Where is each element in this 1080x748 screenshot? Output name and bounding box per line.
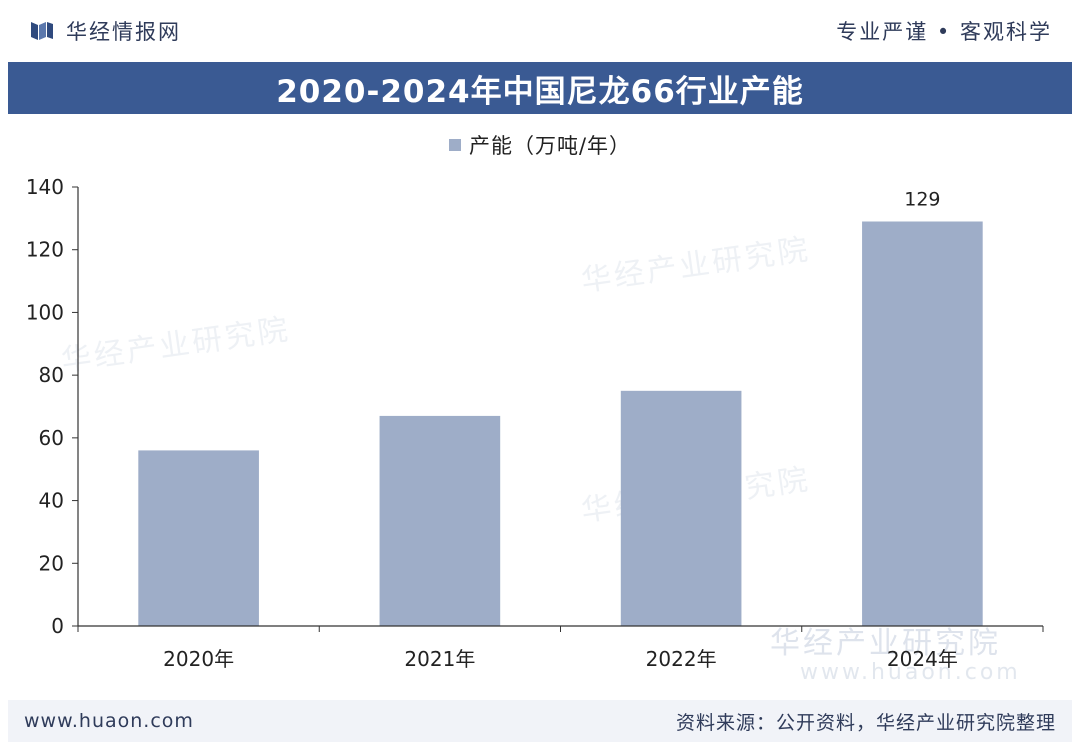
x-tick-label: 2020年 [163, 647, 234, 671]
bar [379, 415, 501, 626]
brand-logo-icon [31, 22, 53, 40]
y-axis: 0 20 40 60 80 100 120 140 [26, 175, 79, 638]
footer-source: 资料来源：公开资料，华经产业研究院整理 [675, 711, 1056, 734]
x-axis: 2020年 2021年 2022年 2024年 [77, 625, 1044, 671]
brand: 华经情报网 [30, 16, 181, 46]
y-tick-label: 60 [39, 426, 64, 450]
bar [138, 450, 259, 626]
y-tick-label: 100 [26, 300, 64, 324]
x-tick-label: 2024年 [887, 647, 958, 671]
bars: 129 [138, 188, 983, 626]
legend-label: 产能（万吨/年） [468, 134, 632, 158]
y-tick-label: 120 [26, 238, 64, 262]
legend: 产能（万吨/年） [0, 130, 1080, 160]
header: 华经情报网 专业严谨 • 客观科学 [0, 0, 1080, 62]
legend-swatch [448, 139, 461, 151]
footer: www.huaon.com 资料来源：公开资料，华经产业研究院整理 [8, 700, 1072, 742]
y-tick-label: 20 [39, 551, 64, 575]
footer-url[interactable]: www.huaon.com [24, 710, 194, 732]
y-tick-label: 0 [51, 614, 64, 638]
slogan: 专业严谨 • 客观科学 [836, 20, 1052, 44]
title-bar: 2020-2024年中国尼龙66行业产能 [8, 62, 1072, 114]
bar [862, 221, 983, 626]
y-tick-label: 40 [39, 489, 64, 513]
x-tick-label: 2022年 [646, 647, 717, 671]
chart-title: 2020-2024年中国尼龙66行业产能 [276, 73, 804, 110]
bar [620, 390, 742, 626]
brand-name: 华经情报网 [66, 20, 181, 44]
data-label: 129 [904, 188, 940, 210]
x-tick-label: 2021年 [404, 647, 475, 671]
y-tick-label: 140 [26, 175, 64, 199]
y-tick-label: 80 [39, 363, 64, 387]
